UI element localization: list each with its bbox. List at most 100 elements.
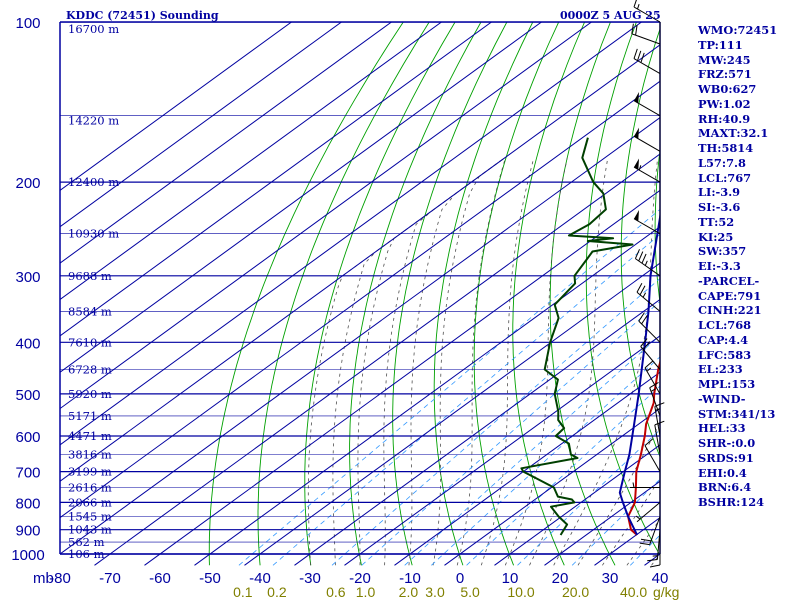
isotherm: [60, 80, 660, 519]
index-item: EI:-3.3: [698, 259, 741, 273]
isotherm: [60, 22, 342, 228]
wind-barb-half: [638, 165, 642, 171]
dewpoint-line: [520, 137, 634, 536]
dry-adiabat: [781, 22, 800, 565]
pressure-tick-label: 500: [15, 387, 40, 404]
pressure-tick-label: 700: [15, 465, 40, 482]
mixing-ratio-labels: 0.1 0.2 0.6 1.0 2.0 3.0 5.0 10.0 20.0 40.0 g/kg: [233, 584, 679, 600]
wind-barb-staff: [640, 346, 661, 370]
temperature-tick-label: 40: [652, 570, 669, 587]
wind-barb-half: [646, 367, 652, 372]
index-item: RH:40.9: [698, 111, 751, 126]
isotherm: [344, 335, 660, 566]
wind-barb-full: [642, 341, 651, 350]
wind-barb-full: [644, 438, 654, 446]
wind-barb-staff: [656, 529, 661, 560]
isotherm: [394, 371, 660, 566]
wind-barb-flag: [634, 158, 639, 170]
moist-adiabat: [529, 157, 609, 566]
wind-barb-half: [642, 292, 647, 298]
height-label: 7610 m: [68, 335, 112, 349]
chart-series: [520, 137, 660, 536]
wind-barb-full: [641, 315, 648, 325]
isotherm: [60, 22, 492, 337]
wind-barb-full: [649, 381, 659, 389]
index-item: EHI:0.4: [698, 465, 747, 480]
wind-barb-flag: [634, 127, 639, 139]
sounding-datetime: 0000Z 5 AUG 25: [560, 9, 661, 22]
isotherm: [94, 153, 660, 566]
height-label: 9688 m: [68, 269, 112, 283]
wind-barb-half: [650, 388, 656, 392]
height-label: 3199 m: [68, 465, 112, 479]
index-item: CAPE:791: [698, 288, 762, 303]
wind-barb-full: [640, 538, 652, 542]
stability-indices-list: WMO:72451 TP:111 MW:245 FRZ:571 WB0:627 PW:1.…: [698, 23, 777, 510]
wind-barb-staff: [644, 445, 661, 472]
temperature-tick-label: -80: [49, 570, 71, 587]
pressure-tick-label: 200: [15, 175, 40, 192]
pressure-tick-label: 400: [15, 335, 40, 352]
moist-adiabat: [480, 157, 535, 566]
dry-adiabat: [585, 22, 660, 557]
wind-barb-full: [640, 338, 648, 347]
pressure-unit-label: mb: [33, 570, 54, 587]
pressure-tick-label: 100: [15, 15, 40, 32]
temperature-tick-label: -10: [399, 570, 421, 587]
pressure-tick-label: 900: [15, 523, 40, 540]
wind-barb-full: [654, 420, 665, 426]
mixing-ratio-label: 0.1: [233, 584, 253, 600]
index-item: BSHR:124: [698, 495, 765, 509]
pressure-tick-label: 800: [15, 495, 40, 512]
temperature-tick-label: -40: [249, 570, 271, 587]
height-label: 14220 m: [68, 113, 119, 127]
wind-barb-full: [633, 0, 637, 8]
dry-adiabat: [257, 22, 430, 566]
dry-adiabat: [349, 22, 482, 566]
height-label: 3816 m: [68, 448, 112, 462]
height-label: 6728 m: [68, 363, 112, 377]
wind-barb-staff: [654, 406, 661, 437]
parcel-line: [618, 211, 660, 536]
height-label: 2066 m: [68, 495, 112, 509]
moist-adiabat: [626, 518, 660, 566]
mixing-ratio-line: [272, 233, 660, 566]
isotherm: [60, 117, 660, 555]
height-label: 5920 m: [68, 387, 112, 401]
index-item: SRDS:91: [698, 450, 754, 465]
wind-barb-staff: [638, 320, 661, 343]
dry-adiabat: [620, 27, 660, 458]
height-label: 12400 m: [68, 175, 119, 189]
wind-barb-full: [638, 251, 644, 262]
index-item: -PARCEL-: [698, 273, 760, 288]
wind-barb-staff: [636, 502, 661, 523]
wind-barbs: [630, 0, 665, 568]
chart-grid: [60, 22, 800, 566]
wind-barb-half: [644, 260, 648, 266]
wind-barb-full: [647, 559, 658, 562]
mixing-ratio-line: [517, 429, 660, 566]
index-item: WB0:627: [698, 82, 757, 96]
wind-barb-full: [640, 52, 645, 63]
index-item: LCL:767: [698, 170, 752, 185]
height-label: 10930 m: [68, 227, 119, 241]
wind-barb-full: [636, 282, 643, 293]
index-item: KI:25: [698, 229, 734, 244]
wind-barb-staff: [633, 58, 661, 75]
dry-adiabat: [512, 22, 586, 566]
wind-barb-staff: [635, 258, 661, 277]
mixing-ratio-label: 20.0: [562, 584, 589, 600]
mixing-ratio-line: [238, 208, 660, 566]
mixing-ratio-label: 3.0: [425, 584, 445, 600]
index-item: MPL:153: [698, 377, 756, 391]
moist-adiabat: [504, 157, 568, 566]
temperature-tick-label: -30: [299, 570, 321, 587]
temperature-tick-label: 0: [456, 570, 464, 587]
isotherm: [60, 22, 392, 264]
wind-barb-half: [632, 482, 635, 488]
wind-barb-half: [635, 515, 641, 520]
temperature-tick-label: -50: [199, 570, 221, 587]
wind-barb-half: [652, 555, 658, 557]
index-item: FRZ:571: [698, 67, 752, 82]
